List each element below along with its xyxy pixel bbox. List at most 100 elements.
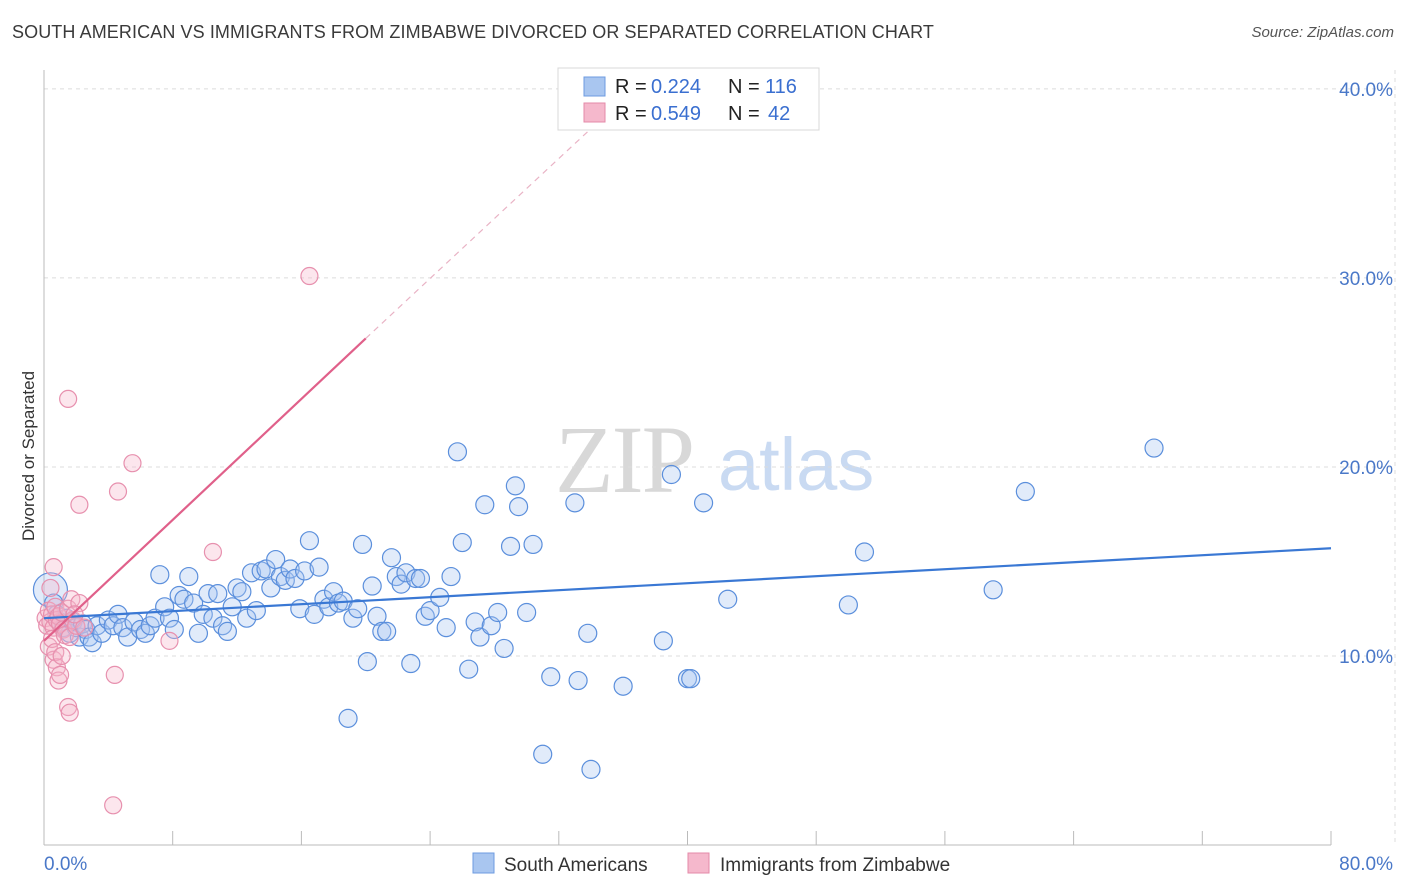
y-tick-labels: 10.0% 20.0% 30.0% 40.0% xyxy=(1339,80,1393,668)
watermark-atlas: atlas xyxy=(718,423,874,506)
point-south-americans xyxy=(505,476,525,496)
point-south-americans xyxy=(208,583,228,604)
legend-bottom-label-south-americans: South Americans xyxy=(504,855,648,876)
point-south-americans xyxy=(470,627,490,647)
point-south-americans xyxy=(352,534,373,555)
point-south-americans xyxy=(343,608,363,628)
point-south-americans xyxy=(541,667,561,687)
point-south-americans xyxy=(362,576,382,596)
y-tick-label-3: 40.0% xyxy=(1339,80,1393,101)
point-south-americans xyxy=(578,623,598,643)
point-south-americans xyxy=(32,572,69,608)
point-south-americans xyxy=(377,621,397,642)
point-south-americans xyxy=(1015,481,1035,502)
point-south-americans xyxy=(613,676,633,696)
point-south-americans xyxy=(232,582,252,602)
point-zimbabwe xyxy=(104,796,123,815)
trend-line-zimbabwe-extension xyxy=(365,128,592,339)
point-south-americans xyxy=(653,631,673,651)
point-south-americans xyxy=(517,602,537,623)
point-zimbabwe xyxy=(59,389,78,409)
point-south-americans xyxy=(179,566,199,587)
point-south-americans xyxy=(164,619,184,640)
point-south-americans xyxy=(150,565,170,585)
legend-bottom-swatch-blue xyxy=(472,852,495,874)
legend-r-value-1: 0.224 xyxy=(651,76,701,98)
point-south-americans xyxy=(500,536,521,556)
point-south-americans xyxy=(533,744,553,764)
point-south-americans xyxy=(488,602,508,623)
point-south-americans xyxy=(285,568,305,589)
trend-line-zimbabwe xyxy=(43,337,367,642)
point-south-americans xyxy=(391,574,411,594)
point-south-americans xyxy=(174,589,194,609)
point-south-americans xyxy=(396,563,416,583)
point-south-americans xyxy=(410,568,431,589)
legend-n-label-2: N = xyxy=(728,103,760,125)
point-south-americans xyxy=(103,616,123,636)
point-south-americans xyxy=(718,589,738,609)
legend-r-label-1: R = xyxy=(615,76,647,98)
point-south-americans xyxy=(367,606,387,626)
point-south-americans xyxy=(565,493,585,513)
point-south-americans xyxy=(406,568,426,589)
point-south-americans xyxy=(198,583,218,604)
point-south-americans xyxy=(838,595,858,615)
point-south-americans xyxy=(508,497,529,517)
point-zimbabwe xyxy=(108,482,128,501)
point-south-americans xyxy=(401,653,421,674)
point-south-americans xyxy=(295,561,315,581)
point-south-americans xyxy=(381,548,402,568)
point-south-americans xyxy=(568,670,588,691)
point-zimbabwe xyxy=(50,665,70,684)
point-south-americans xyxy=(275,570,295,590)
series-south-americans xyxy=(32,438,1164,779)
series-immigrants-zimbabwe xyxy=(36,266,319,815)
trend-line-south-americans xyxy=(43,547,1332,620)
legend-swatch-blue xyxy=(583,76,606,97)
point-zimbabwe xyxy=(160,631,179,650)
y-axis-label: Divorced or Separated xyxy=(19,371,38,541)
source-label: Source: ZipAtlas.com xyxy=(1251,24,1394,41)
legend-bottom-label-zimbabwe: Immigrants from Zimbabwe xyxy=(720,855,950,876)
y-tick-label-1: 20.0% xyxy=(1339,458,1393,479)
point-south-americans xyxy=(854,542,875,562)
point-south-americans xyxy=(465,612,485,632)
point-south-americans xyxy=(280,559,300,579)
trend-lines xyxy=(43,128,1332,642)
point-zimbabwe xyxy=(70,593,89,613)
point-south-americans xyxy=(159,608,180,628)
point-zimbabwe xyxy=(52,646,71,666)
point-south-americans xyxy=(188,623,209,643)
point-south-americans xyxy=(357,652,377,672)
legend-n-label-1: N = xyxy=(728,76,760,98)
point-south-americans xyxy=(452,532,472,553)
point-zimbabwe xyxy=(60,703,79,722)
legend-top: R = 0.224 N = 116 R = 0.549 N = 42 xyxy=(557,67,820,131)
legend-bottom: South Americans Immigrants from Zimbabwe xyxy=(472,852,950,876)
point-south-americans xyxy=(372,621,392,642)
point-zimbabwe xyxy=(70,495,89,514)
point-zimbabwe xyxy=(105,665,124,684)
legend-r-label-2: R = xyxy=(615,103,647,125)
point-south-americans xyxy=(348,599,368,619)
point-south-americans xyxy=(693,493,714,513)
point-south-americans xyxy=(494,638,514,659)
legend-swatch-pink xyxy=(583,102,606,123)
point-south-americans xyxy=(475,495,495,515)
point-south-americans xyxy=(436,618,456,638)
y-tick-label-0: 10.0% xyxy=(1339,647,1393,668)
point-zimbabwe xyxy=(75,618,94,637)
point-zimbabwe xyxy=(65,605,84,624)
x-tick-labels: 0.0% 80.0% xyxy=(44,854,1393,875)
point-south-americans xyxy=(681,669,701,689)
legend-n-value-1: 116 xyxy=(765,76,797,98)
point-south-americans xyxy=(1144,438,1164,458)
x-tick-label-1: 80.0% xyxy=(1339,854,1393,875)
legend-bottom-swatch-pink xyxy=(687,852,710,874)
point-zimbabwe xyxy=(300,266,319,286)
point-south-americans xyxy=(420,601,440,621)
point-south-americans xyxy=(79,627,99,647)
point-south-americans xyxy=(309,557,329,577)
